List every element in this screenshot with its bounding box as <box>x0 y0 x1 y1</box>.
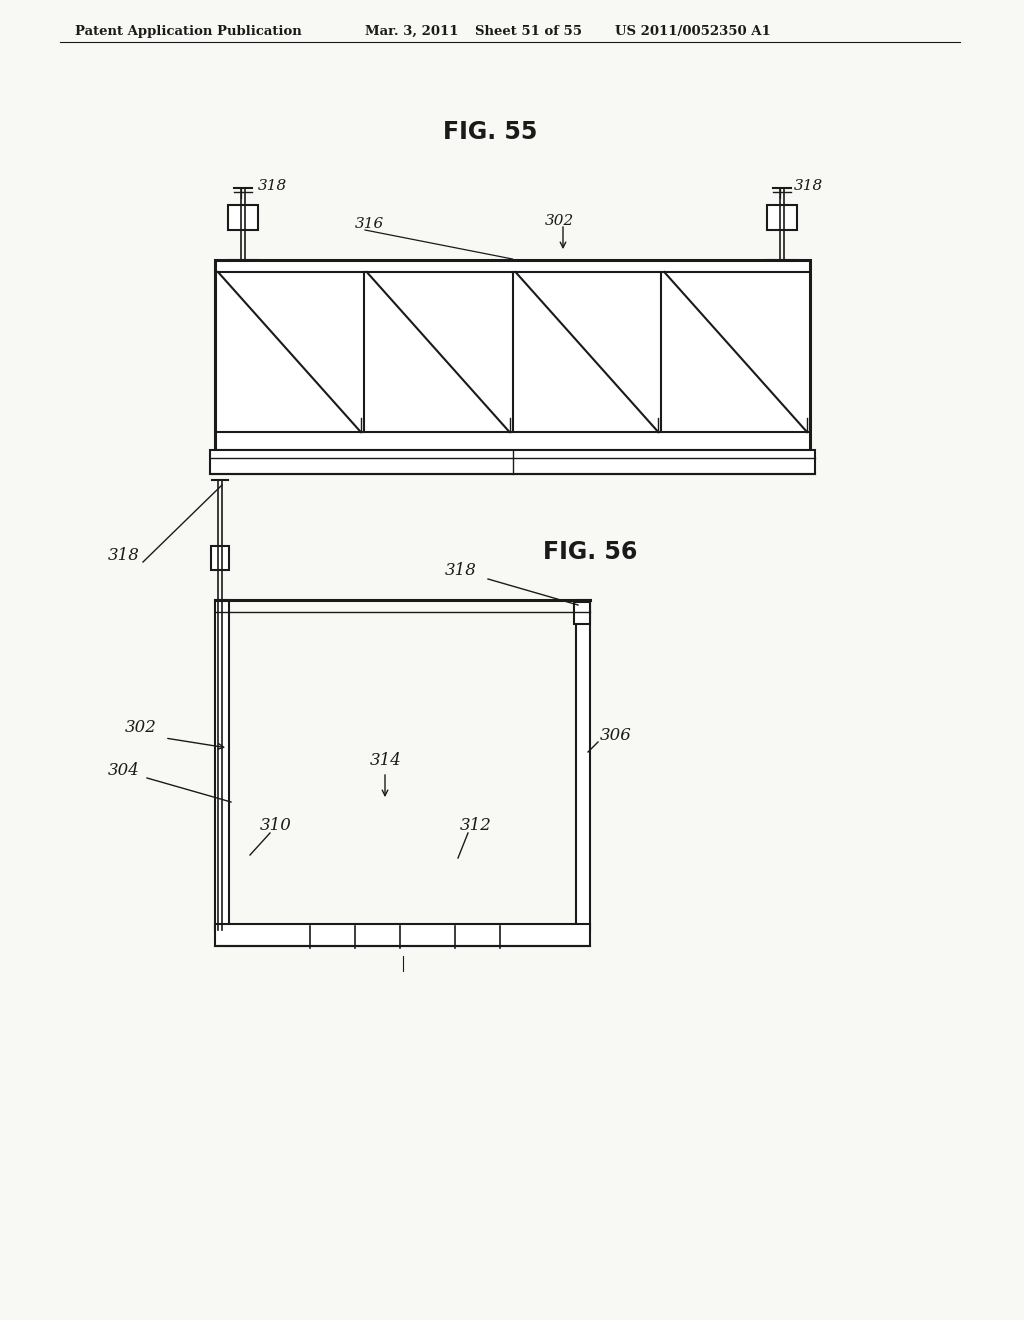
Text: US 2011/0052350 A1: US 2011/0052350 A1 <box>615 25 771 38</box>
Text: 316: 316 <box>355 216 384 231</box>
Bar <box>767 260 797 279</box>
Text: 302: 302 <box>125 719 157 737</box>
Bar <box>228 260 258 279</box>
Text: Mar. 3, 2011: Mar. 3, 2011 <box>365 25 459 38</box>
Text: Sheet 51 of 55: Sheet 51 of 55 <box>475 25 582 38</box>
Bar <box>767 205 797 230</box>
Text: 314: 314 <box>370 752 401 770</box>
Bar <box>215 924 590 946</box>
Bar <box>215 260 810 450</box>
Bar <box>228 205 258 230</box>
Text: Patent Application Publication: Patent Application Publication <box>75 25 302 38</box>
Bar <box>210 450 815 474</box>
Text: 304: 304 <box>108 762 140 779</box>
Text: 318: 318 <box>108 546 140 564</box>
Text: 302: 302 <box>545 214 574 228</box>
Bar <box>575 601 590 931</box>
Bar <box>574 602 590 624</box>
Text: 312: 312 <box>460 817 492 834</box>
Text: 318: 318 <box>258 180 288 193</box>
Text: FIG. 55: FIG. 55 <box>442 120 538 144</box>
Text: 306: 306 <box>600 727 632 744</box>
Text: 310: 310 <box>260 817 292 834</box>
Bar <box>215 601 229 931</box>
Text: 318: 318 <box>445 562 477 579</box>
Text: 318: 318 <box>794 180 823 193</box>
Bar <box>211 546 229 570</box>
Text: FIG. 56: FIG. 56 <box>543 540 637 564</box>
